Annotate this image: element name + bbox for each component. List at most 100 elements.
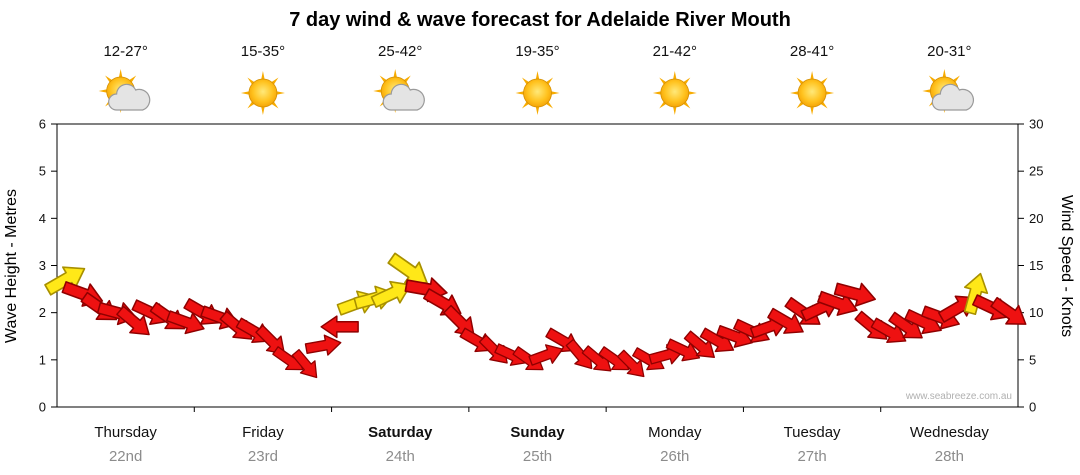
sun-ray (260, 71, 265, 81)
day-column-sunday: 19-35° Sunday 25th (510, 43, 565, 465)
temperature-range-label: 28-41° (790, 43, 834, 60)
day-date-label: 24th (386, 448, 415, 465)
day-column-tuesday: 28-41° Tuesday 27th (784, 43, 841, 465)
day-column-saturday: 25-42° Saturday 24th (368, 43, 433, 465)
day-date-label: 26th (660, 448, 689, 465)
wind-arrow (304, 334, 342, 356)
sun-ray (922, 89, 933, 93)
day-date-label: 25th (523, 448, 552, 465)
day-column-wednesday: 20-31° Wednesday 28th (910, 43, 989, 465)
sun-icon (790, 71, 835, 115)
wind-arrow (990, 296, 1027, 325)
sun-ray (652, 91, 663, 95)
day-column-friday: 15-35° Friday 23rd (241, 43, 285, 465)
wind-arrow (767, 307, 804, 334)
sun-ray (373, 89, 383, 93)
day-name-label: Friday (242, 424, 284, 441)
left-axis-tick-label: 2 (39, 305, 46, 320)
sun-ray (260, 105, 265, 115)
temperature-range-label: 19-35° (515, 43, 559, 60)
wind-arrow (616, 349, 645, 378)
cloud-icon (931, 83, 975, 111)
sun-icon (240, 71, 285, 115)
sun-icon (652, 71, 697, 115)
wind-arrow (683, 330, 715, 358)
wind-arrow (116, 305, 150, 336)
left-axis-title: Wave Height - Metres (3, 189, 20, 343)
wind-arrow (44, 266, 86, 296)
sun-disc (523, 78, 552, 108)
sun-ray (549, 91, 560, 95)
wind-arrow (370, 280, 412, 308)
sun-ray (515, 91, 526, 95)
sun-ray (98, 89, 109, 93)
wind-arrow (963, 272, 989, 316)
day-name-label: Thursday (94, 424, 157, 441)
left-axis-tick-label: 1 (39, 352, 46, 367)
sun-ray (672, 105, 677, 115)
left-axis-tick-label: 0 (39, 400, 46, 415)
sun-disc (248, 78, 278, 108)
left-axis-tick-label: 4 (39, 211, 46, 226)
sun-ray (810, 71, 815, 81)
sun-icon (515, 71, 560, 115)
day-name-label: Wednesday (910, 424, 989, 441)
temperature-range-label: 12-27° (103, 43, 147, 60)
temperature-range-label: 15-35° (241, 43, 285, 60)
wind-arrow (166, 310, 205, 335)
generated-layer: 0 1 2 3 4 5 6 0 5 10 15 20 25 30 12-27° Thursday 22nd 15-… (39, 43, 1044, 465)
page-title: 7 day wind & wave forecast for Adelaide … (289, 9, 791, 31)
sun-ray (275, 91, 285, 95)
sun-ray (672, 71, 677, 81)
left-axis-tick-label: 6 (39, 117, 46, 132)
right-axis-tick-label: 25 (1029, 164, 1043, 179)
day-column-monday: 21-42° Monday 26th (648, 43, 702, 465)
day-name-label: Sunday (510, 424, 565, 441)
wind-arrow (888, 311, 923, 339)
sun-ray (687, 91, 697, 95)
cloud-icon (108, 83, 151, 111)
wind-arrow (833, 282, 876, 307)
watermark: www.seabreeze.com.au (905, 391, 1012, 402)
sun-ray (942, 69, 947, 79)
cloud-icon (382, 83, 425, 111)
temperature-range-label: 21-42° (653, 43, 697, 60)
wind-arrow (528, 344, 564, 366)
sun-ray (240, 91, 251, 95)
temperature-range-label: 20-31° (927, 43, 971, 60)
right-axis-title: Wind Speed - Knots (1058, 195, 1075, 337)
right-axis-tick-label: 20 (1029, 211, 1043, 226)
right-axis-tick-label: 5 (1029, 352, 1036, 367)
day-date-label: 27th (797, 448, 826, 465)
left-axis-tick-label: 3 (39, 258, 46, 273)
sun-ray (118, 69, 123, 79)
sun-ray (790, 91, 800, 95)
right-axis-tick-label: 15 (1029, 258, 1043, 273)
wind-arrows-layer (44, 252, 1027, 379)
wind-arrow (291, 348, 318, 379)
day-column-thursday: 12-27° Thursday 22nd (94, 43, 157, 465)
wind-arrow (870, 317, 907, 344)
sun-disc (660, 78, 690, 108)
day-date-label: 23rd (248, 448, 278, 465)
sun-ray (824, 91, 835, 95)
left-axis-tick-label: 5 (39, 164, 46, 179)
day-name-label: Tuesday (784, 424, 841, 441)
temperature-range-label: 25-42° (378, 43, 422, 60)
wind-arrow (320, 315, 359, 339)
day-date-label: 22nd (109, 448, 142, 465)
day-name-label: Saturday (368, 424, 433, 441)
sun-ray (810, 105, 815, 115)
right-axis-tick-label: 30 (1029, 117, 1043, 132)
sun-ray (535, 105, 540, 115)
sun-disc (797, 78, 827, 108)
day-columns: 12-27° Thursday 22nd 15-35° Friday 23rd 25-42°… (94, 43, 989, 465)
day-name-label: Monday (648, 424, 702, 441)
axis-ticks: 0 1 2 3 4 5 6 0 5 10 15 20 25 30 (39, 117, 1044, 415)
right-axis-tick-label: 10 (1029, 305, 1043, 320)
sun-ray (535, 71, 540, 81)
right-axis-tick-label: 0 (1029, 400, 1036, 415)
day-date-label: 28th (935, 448, 964, 465)
